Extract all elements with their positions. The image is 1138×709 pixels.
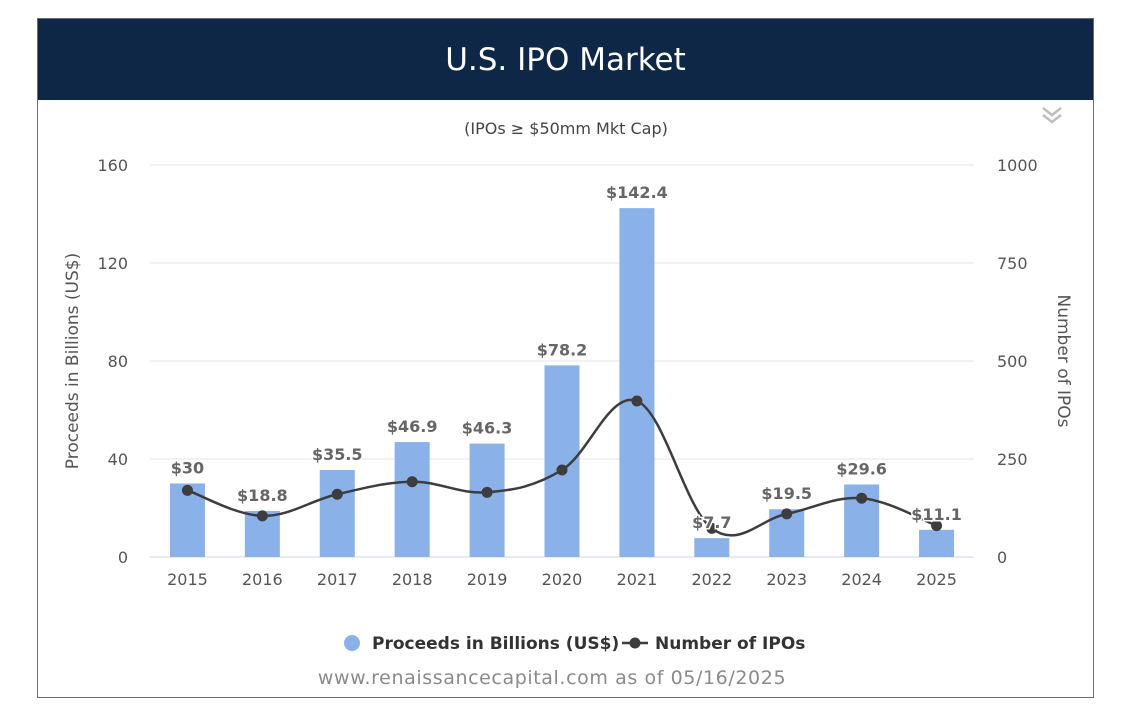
y-right-tick-label: 250 <box>997 450 1028 469</box>
data-label: $142.4 <box>606 183 668 202</box>
data-label: $18.8 <box>237 486 288 505</box>
bar-2019[interactable] <box>469 443 505 557</box>
ipo-count-point-2019[interactable] <box>481 486 493 498</box>
x-tick-label: 2017 <box>317 570 358 589</box>
bar-2022[interactable] <box>694 538 730 557</box>
legend-symbol-point <box>629 637 641 649</box>
legend-item-ipo-count[interactable]: Number of IPOs <box>622 634 805 654</box>
chart-subtitle: (IPOs ≥ $50mm Mkt Cap) <box>464 119 668 138</box>
chart-frame: U.S. IPO Market <box>37 18 1094 698</box>
data-label: $78.2 <box>537 340 588 359</box>
y-right-tick-label: 500 <box>997 352 1028 371</box>
ipo-count-point-2018[interactable] <box>406 476 418 488</box>
y-left-axis-title: Proceeds in Billions (US$) <box>63 253 83 470</box>
ipo-count-point-2024[interactable] <box>856 492 868 504</box>
legend: Proceeds in Billions (US$) Number of IPOs <box>344 634 805 654</box>
double-chevron-down-icon <box>1042 107 1062 124</box>
y-left-tick-label: 160 <box>97 156 128 175</box>
ipo-count-point-2020[interactable] <box>556 464 568 476</box>
bar-2018[interactable] <box>394 442 430 557</box>
data-label: $7.7 <box>692 513 731 532</box>
data-label: $46.3 <box>462 419 513 438</box>
y-left-tick-label: 0 <box>118 548 128 567</box>
x-tick-label: 2025 <box>916 570 957 589</box>
y-left-tick-label: 80 <box>108 352 128 371</box>
y-left-tick-label: 40 <box>108 450 128 469</box>
x-tick-label: 2015 <box>167 570 208 589</box>
y-left-tick-label: 120 <box>97 254 128 273</box>
bar-2021[interactable] <box>619 208 655 557</box>
y-right-tick-label: 0 <box>997 548 1007 567</box>
ipo-count-point-2022[interactable] <box>706 522 718 534</box>
chart-header: U.S. IPO Market <box>38 19 1093 100</box>
ipo-count-point-2015[interactable] <box>181 484 193 496</box>
x-tick-label: 2020 <box>542 570 583 589</box>
data-label: $29.6 <box>836 459 887 478</box>
menu-button[interactable] <box>1042 107 1062 124</box>
x-tick-label: 2022 <box>691 570 732 589</box>
y-right-tick-label: 1000 <box>997 156 1038 175</box>
chart-title: U.S. IPO Market <box>445 41 686 78</box>
y-right-axis-title: Number of IPOs <box>1053 295 1073 428</box>
x-tick-label: 2023 <box>766 570 807 589</box>
data-label: $11.1 <box>911 505 962 524</box>
x-tick-label: 2021 <box>617 570 658 589</box>
y-right-tick-label: 750 <box>997 254 1028 273</box>
ipo-count-point-2016[interactable] <box>256 510 268 522</box>
x-tick-label: 2016 <box>242 570 283 589</box>
legend-symbol-bar <box>344 635 360 651</box>
ipo-count-point-2025[interactable] <box>931 520 943 532</box>
source-footer: www.renaissancecapital.com as of 05/16/2… <box>318 667 786 689</box>
bar-2017[interactable] <box>319 470 355 557</box>
bar-2025[interactable] <box>919 529 955 557</box>
x-tick-label: 2024 <box>841 570 882 589</box>
data-label: $30 <box>171 459 204 478</box>
legend-label: Proceeds in Billions (US$) <box>372 634 619 654</box>
legend-item-proceeds[interactable]: Proceeds in Billions (US$) <box>344 634 619 654</box>
legend-label: Number of IPOs <box>655 634 805 654</box>
bar-2020[interactable] <box>544 365 580 557</box>
ipo-count-point-2017[interactable] <box>331 488 343 500</box>
ipo-count-point-2021[interactable] <box>631 395 643 407</box>
data-label: $19.5 <box>761 484 812 503</box>
ipo-count-point-2023[interactable] <box>781 508 793 520</box>
ipo-count-line <box>187 398 937 537</box>
x-tick-label: 2018 <box>392 570 433 589</box>
data-label: $46.9 <box>387 417 438 436</box>
x-tick-label: 2019 <box>467 570 508 589</box>
data-label: $35.5 <box>312 445 363 464</box>
